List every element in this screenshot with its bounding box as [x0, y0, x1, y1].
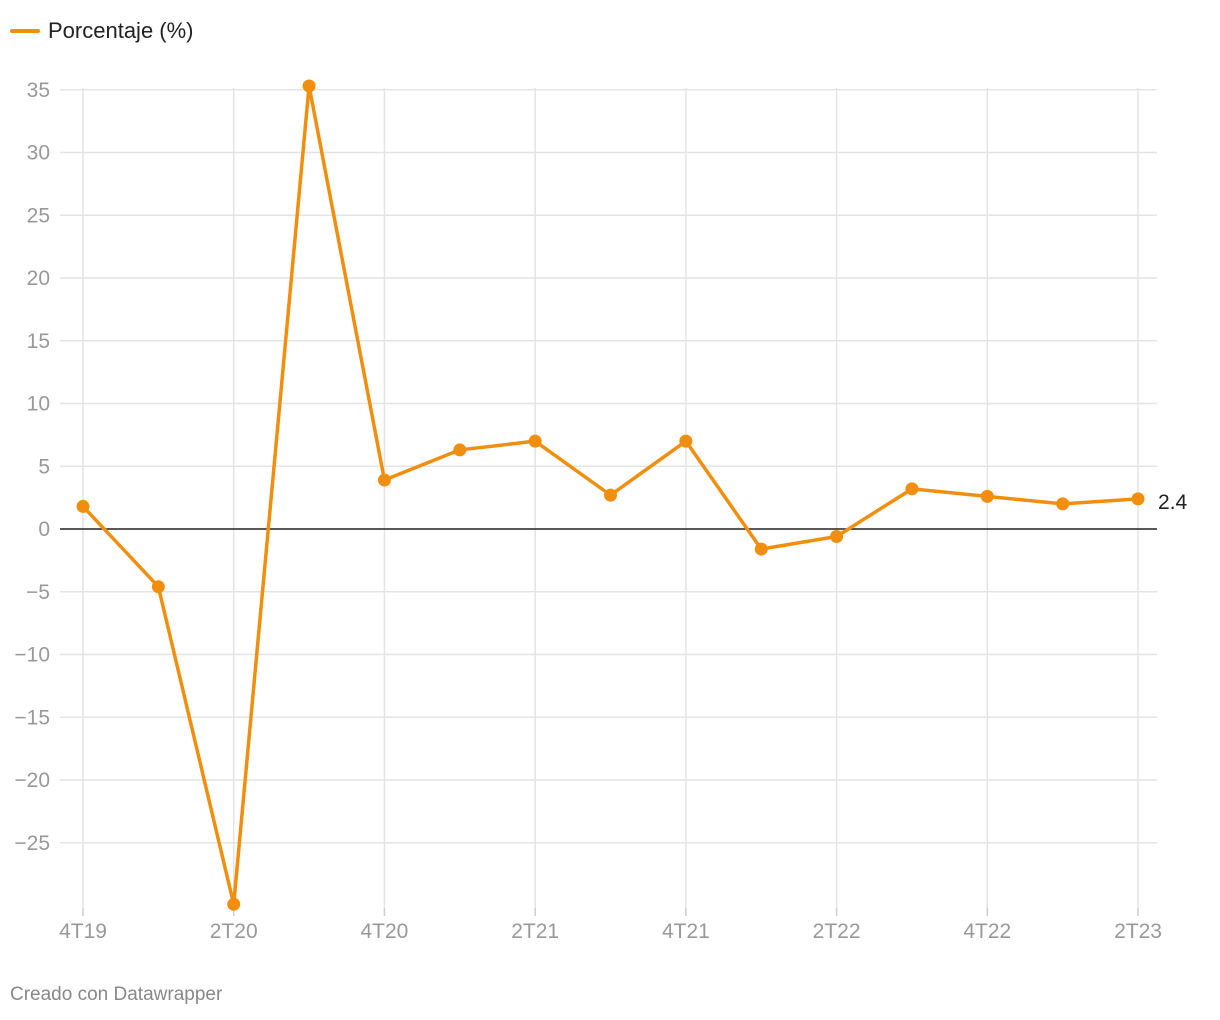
- data-point: [453, 443, 467, 457]
- data-point: [679, 434, 693, 448]
- data-point: [830, 530, 844, 544]
- y-axis: 35 30 25 20 15 10 5 0 −5 −10 −15 −20 −25: [14, 79, 50, 855]
- legend: Porcentaje (%): [10, 18, 194, 44]
- legend-swatch: [10, 29, 40, 33]
- data-point: [1131, 492, 1145, 506]
- x-tick-label: 4T22: [963, 920, 1011, 943]
- chart-credit: Creado con Datawrapper: [10, 984, 223, 1005]
- y-tick-label: 5: [38, 455, 50, 478]
- x-tick-label: 4T20: [361, 920, 409, 943]
- data-point: [76, 499, 90, 513]
- y-tick-label: −15: [14, 706, 50, 729]
- data-point: [1056, 497, 1070, 511]
- x-tick-label: 4T21: [662, 920, 710, 943]
- y-tick-label: 15: [27, 330, 50, 353]
- grid-layer: [60, 88, 1157, 908]
- data-point: [980, 489, 994, 503]
- y-tick-label: −10: [14, 644, 50, 667]
- data-point: [528, 434, 542, 448]
- x-tick-label: 2T22: [813, 920, 861, 943]
- y-tick-label: 35: [27, 79, 50, 102]
- y-tick-label: −20: [14, 769, 50, 792]
- data-point: [377, 473, 391, 487]
- y-tick-label: 0: [38, 518, 50, 541]
- y-tick-label: 30: [27, 142, 50, 165]
- y-tick-label: 20: [27, 267, 50, 290]
- y-tick-label: 10: [27, 393, 50, 416]
- data-point: [302, 79, 316, 93]
- data-point: [905, 482, 919, 496]
- data-point: [227, 897, 241, 911]
- y-tick-label: −25: [14, 832, 50, 855]
- data-point: [754, 542, 768, 556]
- x-axis: 4T19 2T20 4T20 2T21 4T21 2T22 4T22 2T23: [59, 908, 1162, 943]
- end-value-label: 2.4: [1158, 491, 1188, 514]
- x-tick-label: 2T21: [511, 920, 559, 943]
- x-tick-label: 4T19: [59, 920, 107, 943]
- legend-label: Porcentaje (%): [48, 18, 194, 43]
- x-tick-label: 2T23: [1114, 920, 1162, 943]
- series-layer: 2.4: [76, 79, 1188, 911]
- data-point: [151, 580, 165, 594]
- y-tick-label: −5: [26, 581, 50, 604]
- data-point: [604, 488, 618, 502]
- x-tick-label: 2T20: [210, 920, 258, 943]
- y-tick-label: 25: [27, 204, 50, 227]
